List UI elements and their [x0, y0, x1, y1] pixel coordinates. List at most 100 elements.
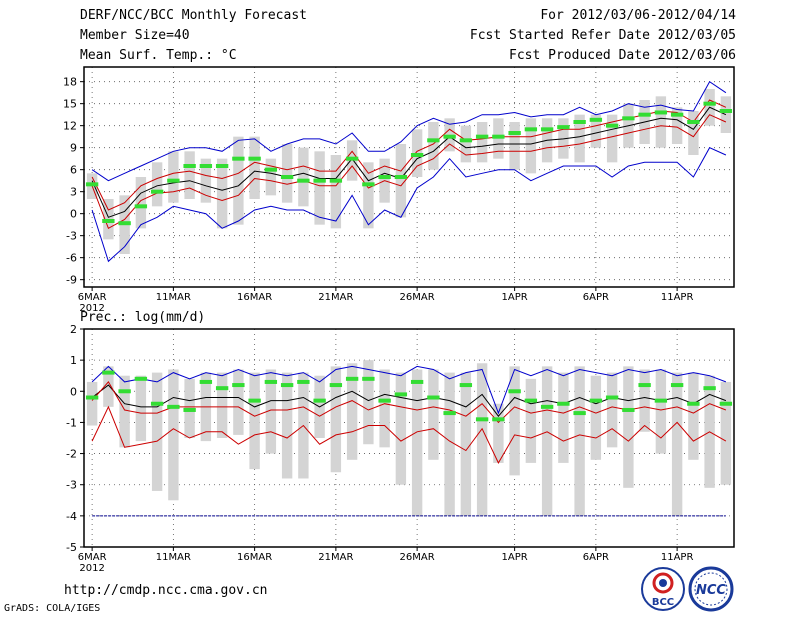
- spread-bar: [623, 366, 634, 488]
- x-tick-label: 1APR: [502, 552, 528, 563]
- y-tick-label: -5: [66, 541, 77, 554]
- observed-mark: [134, 376, 148, 381]
- observed-mark: [687, 120, 700, 124]
- observed-mark: [589, 398, 603, 403]
- x-year-label: 2012: [79, 303, 104, 314]
- x-tick-label: 11APR: [661, 552, 694, 563]
- y-tick-label: -4: [66, 510, 77, 523]
- y-tick-label: 1: [70, 354, 77, 367]
- series-line-upper-spread: [91, 99, 727, 211]
- observed-mark: [102, 370, 115, 375]
- x-tick-label: 11MAR: [156, 552, 191, 563]
- spread-bar: [671, 107, 683, 144]
- observed-mark: [638, 383, 651, 388]
- observed-mark: [167, 404, 180, 409]
- observed-mark: [297, 178, 310, 183]
- observed-mark: [329, 178, 343, 183]
- observed-mark: [183, 164, 196, 168]
- observed-mark: [85, 395, 99, 400]
- x-tick-label: 21MAR: [318, 552, 353, 563]
- x-tick-label: 16MAR: [237, 292, 272, 303]
- spread-bar: [606, 372, 618, 448]
- spread-bar: [330, 366, 342, 473]
- fcst-start-date: Fcst Started Refer Date 2012/03/05: [469, 28, 736, 43]
- observed-mark: [329, 383, 343, 388]
- source-url[interactable]: http://cmdp.ncc.cma.gov.cn: [64, 583, 268, 598]
- observed-mark: [687, 401, 700, 406]
- spread-bar: [655, 96, 667, 148]
- forecast-period: For 2012/03/06-2012/04/14: [540, 8, 736, 23]
- spread-bar: [265, 369, 277, 454]
- spread-bar: [265, 158, 277, 196]
- observed-mark: [427, 138, 440, 143]
- observed-mark: [557, 125, 570, 130]
- spread-bar: [151, 162, 163, 207]
- y-tick-label: -3: [66, 479, 77, 492]
- y-tick-label: -3: [66, 230, 77, 243]
- spread-bar: [135, 177, 147, 229]
- spread-bar: [346, 363, 358, 460]
- observed-mark: [589, 117, 603, 122]
- spread-bar: [509, 366, 520, 476]
- spread-bar: [476, 363, 488, 516]
- observed-mark: [280, 175, 294, 179]
- observed-mark: [492, 417, 505, 422]
- observed-mark: [524, 398, 538, 403]
- series-line-lower-spread: [91, 405, 727, 464]
- spread-bar: [249, 136, 260, 199]
- observed-mark: [378, 398, 391, 403]
- plot-frame: [83, 328, 735, 548]
- observed-mark: [410, 153, 424, 157]
- observed-mark: [443, 134, 456, 139]
- spread-bar: [184, 151, 195, 199]
- member-size: Member Size=40: [80, 28, 190, 43]
- spread-bar: [428, 369, 439, 460]
- spread-bar: [103, 366, 114, 407]
- observed-mark: [215, 386, 229, 391]
- observed-mark: [573, 411, 586, 416]
- spread-bar: [281, 372, 293, 479]
- observed-mark: [573, 120, 586, 124]
- y-tick-label: 18: [63, 76, 77, 89]
- observed-mark: [378, 175, 391, 179]
- observed-mark: [410, 379, 424, 384]
- observed-mark: [134, 204, 148, 209]
- spread-bar: [590, 375, 602, 460]
- observed-mark: [199, 379, 213, 384]
- x-tick-label: 1APR: [502, 292, 528, 303]
- spread-bar: [119, 375, 130, 448]
- observed-mark: [345, 156, 359, 161]
- spread-bar: [460, 125, 472, 163]
- ncc-logo-text: NCC: [696, 583, 726, 598]
- x-tick-label: 6APR: [583, 552, 609, 563]
- observed-mark: [362, 182, 375, 187]
- spread-bar: [688, 372, 699, 460]
- observed-mark: [150, 401, 164, 406]
- observed-mark: [605, 123, 619, 128]
- y-tick-label: 3: [70, 186, 77, 199]
- spread-bar: [639, 369, 650, 432]
- observed-mark: [248, 398, 261, 403]
- x-tick-label: 6MAR: [78, 292, 107, 303]
- observed-mark: [654, 398, 668, 403]
- plot-frame: [83, 66, 735, 288]
- spread-bar: [168, 369, 179, 501]
- x-tick-label: 26MAR: [400, 552, 435, 563]
- spread-bar: [590, 114, 602, 148]
- observed-mark: [183, 407, 196, 412]
- spread-bar: [281, 144, 293, 203]
- series-line-ensemble-max: [91, 80, 727, 182]
- spread-bar: [493, 403, 504, 463]
- spread-bar: [428, 122, 439, 170]
- observed-mark: [492, 134, 505, 139]
- observed-mark: [215, 164, 229, 168]
- observed-mark: [118, 389, 131, 394]
- spread-bar: [395, 144, 407, 218]
- spread-bar: [395, 372, 407, 485]
- series-line-ensemble-min: [91, 147, 727, 263]
- ncc-logo: NCC: [688, 566, 734, 612]
- observed-mark: [232, 156, 245, 161]
- observed-mark: [264, 167, 278, 172]
- x-tick-label: 16MAR: [237, 552, 272, 563]
